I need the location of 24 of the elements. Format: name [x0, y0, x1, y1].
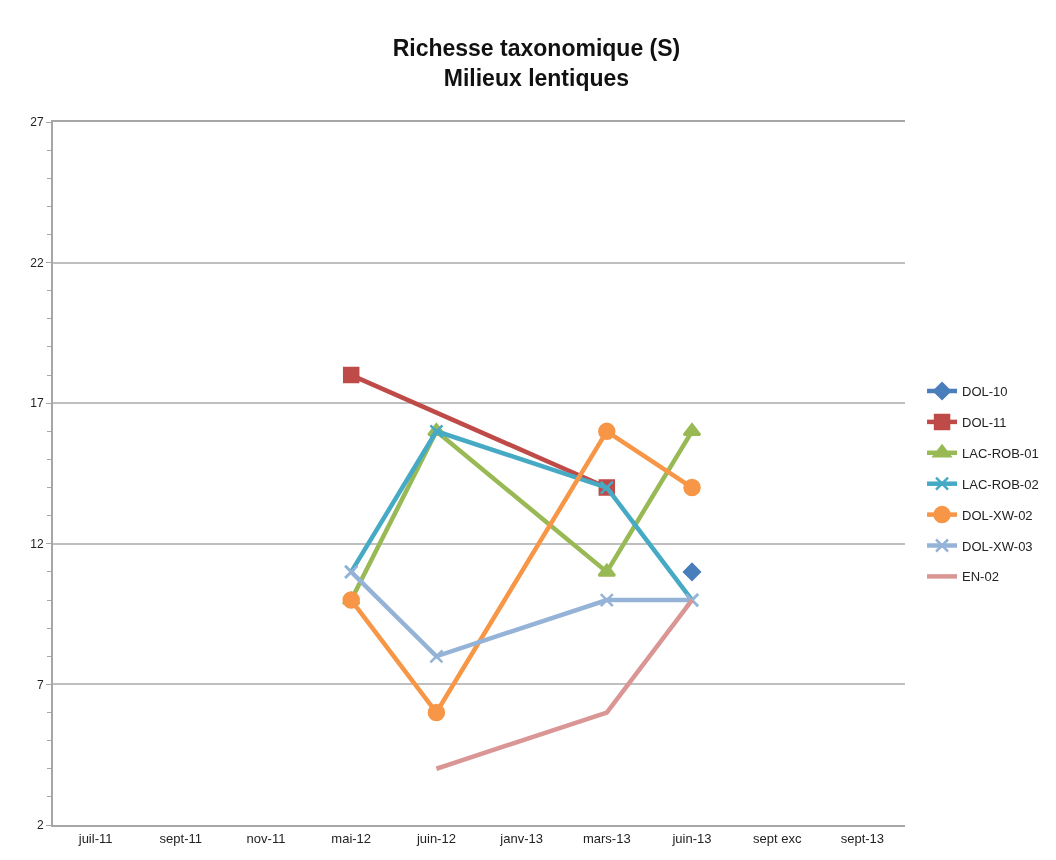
x-tick-label: juin-12: [415, 830, 456, 846]
y-tick-label: 2: [36, 818, 44, 833]
y-tick-label: 12: [30, 537, 44, 551]
x-tick-label: juin-13: [671, 830, 712, 846]
legend-label: EN-02: [962, 569, 999, 585]
legend-label: DOL-XW-02: [962, 507, 1033, 523]
x-tick-label: mars-13: [582, 830, 631, 846]
legend-label: LAC-ROB-02: [962, 476, 1039, 492]
x-tick-label: sept-13: [840, 830, 885, 846]
chart-title: Richesse taxonomique (S) Milieux lentiques: [392, 34, 681, 91]
y-tick-label: 17: [30, 396, 44, 411]
legend-label: DOL-XW-03: [962, 538, 1033, 554]
legend-label: DOL-10: [962, 384, 1008, 400]
legend-label: DOL-11: [962, 414, 1007, 430]
x-tick-label: sept exc: [752, 830, 802, 846]
x-tick-label: nov-11: [246, 830, 286, 846]
y-tick-label: 7: [36, 677, 44, 692]
x-tick-label: mai-12: [331, 830, 372, 846]
legend-label: LAC-ROB-01: [962, 445, 1039, 461]
y-tick-label: 22: [30, 255, 44, 270]
x-tick-label: janv-13: [499, 830, 543, 846]
x-tick-label: sept-11: [159, 830, 202, 846]
x-tick-label: juil-11: [77, 830, 113, 846]
y-tick-label: 27: [30, 115, 44, 130]
